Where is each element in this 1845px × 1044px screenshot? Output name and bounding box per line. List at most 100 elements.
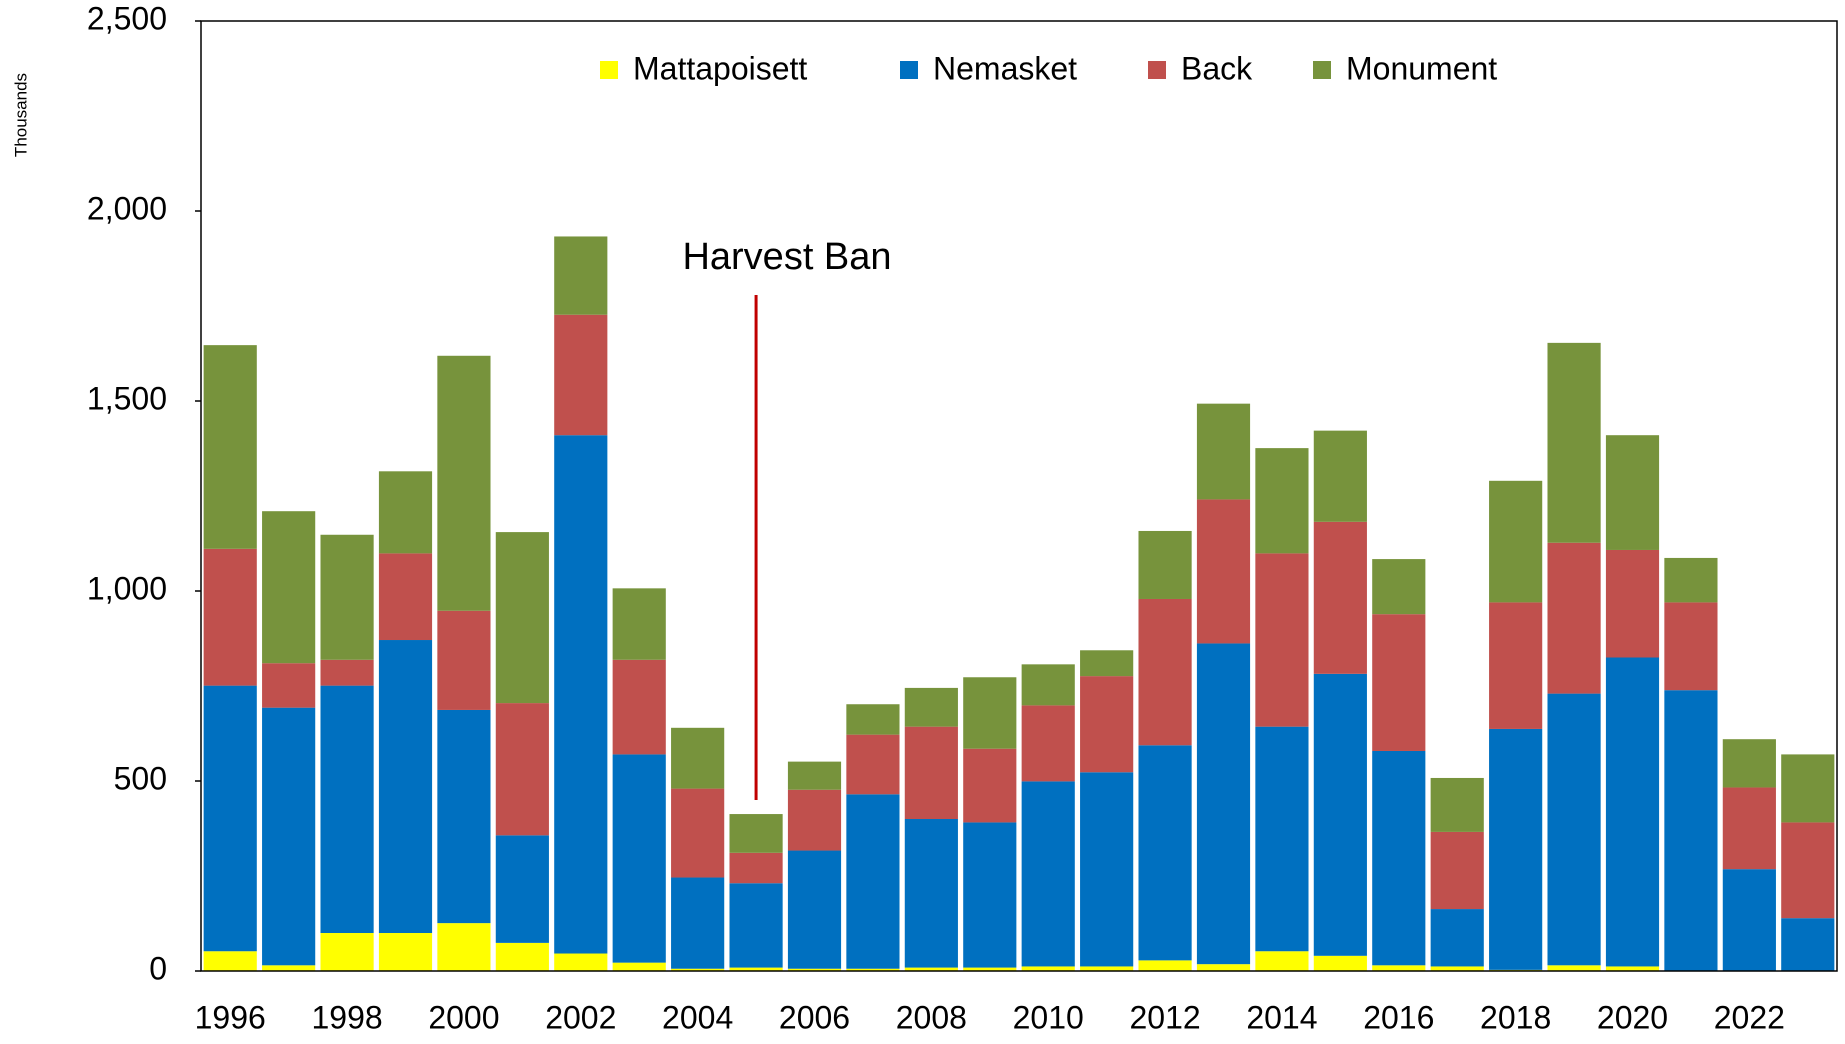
bar-segment [495, 703, 549, 836]
y-tick-label: 0 [149, 950, 167, 986]
bar-segment [1605, 966, 1660, 971]
legend-swatch [1148, 61, 1166, 79]
bar-segment [1489, 602, 1543, 729]
x-tick-label: 2016 [1363, 999, 1434, 1035]
bar-segment [262, 707, 316, 966]
bar-segment [1255, 951, 1309, 971]
x-tick-label: 2020 [1597, 999, 1668, 1035]
bar-segment [1430, 966, 1484, 971]
bar-segment [1781, 822, 1835, 919]
bar-segment [1489, 728, 1543, 970]
bar-segment [262, 663, 316, 708]
bar-segment [1605, 657, 1660, 967]
bar-segment [1722, 739, 1776, 788]
bar-segment [729, 852, 783, 884]
bar-segment [729, 967, 783, 971]
bar-segment [1664, 690, 1718, 971]
legend-swatch [1313, 61, 1331, 79]
x-tick-label: 1996 [195, 999, 266, 1035]
bar-segment [612, 962, 666, 971]
bar-segment [320, 534, 374, 660]
x-tick-label: 1998 [311, 999, 382, 1035]
bar-segment [262, 511, 316, 664]
bar-segment [1138, 745, 1192, 961]
bar-segment [1722, 869, 1776, 971]
plot-frame [200, 20, 1838, 972]
bar-segment [437, 923, 491, 971]
bar-segment [671, 788, 725, 878]
bar-segment [203, 345, 257, 549]
x-tick-label: 2002 [545, 999, 616, 1035]
bar-segment [1080, 650, 1134, 677]
y-tick-label: 2,500 [87, 0, 167, 36]
bar-segment [1489, 480, 1543, 603]
bar-segment [1255, 726, 1309, 952]
bar-segment [203, 685, 257, 952]
legend-label: Nemasket [933, 50, 1077, 86]
legend-label: Back [1181, 50, 1253, 86]
bar-segment [554, 435, 608, 954]
bar-segment [1138, 530, 1192, 599]
bar-segment [495, 532, 549, 704]
bar-segment [846, 794, 900, 969]
bar-segment [1605, 435, 1660, 550]
bar-segment [1255, 553, 1309, 727]
legend-swatch [900, 61, 918, 79]
bar-segment [671, 877, 725, 969]
bar-segment [495, 942, 549, 971]
bar-segment [787, 850, 842, 969]
bar-segment [378, 640, 433, 933]
x-tick-label: 2018 [1480, 999, 1551, 1035]
bar-segment [1372, 559, 1426, 615]
bar-segment [1196, 499, 1251, 644]
bar-segment [1196, 403, 1251, 500]
x-tick-label: 2012 [1129, 999, 1200, 1035]
bar-segment [320, 685, 374, 933]
bar-segment [378, 471, 433, 554]
bar-segment [1080, 772, 1134, 967]
y-tick-label: 1,500 [87, 380, 167, 416]
x-tick-label: 2022 [1714, 999, 1785, 1035]
bar-segment [1430, 909, 1484, 967]
bar-segment [1781, 918, 1835, 971]
bar-segment [1021, 705, 1075, 782]
bar-segment [1664, 602, 1718, 691]
legend-swatch [600, 61, 618, 79]
bar-segment [1021, 966, 1075, 971]
bar-segment [1313, 955, 1367, 971]
bar-segment [203, 951, 257, 971]
bar-segment [846, 968, 900, 971]
bar-segment [1547, 342, 1601, 543]
bar-segment [1781, 754, 1835, 823]
bar-segment [612, 659, 666, 755]
bar-segment [320, 933, 374, 971]
bar-segment [1372, 750, 1426, 966]
bar-segment [1313, 521, 1367, 674]
x-tick-label: 2004 [662, 999, 733, 1035]
bar-segment [612, 588, 666, 660]
bar-segment [378, 553, 433, 641]
bar-segment [1547, 693, 1601, 966]
bar-segment [904, 687, 958, 727]
bar-segment [1430, 777, 1484, 832]
bar-segment [671, 727, 725, 789]
bar-segment [554, 953, 608, 971]
y-axis-label: Thousands [11, 73, 30, 157]
y-tick-label: 2,000 [87, 190, 167, 226]
x-tick-label: 2006 [779, 999, 850, 1035]
bar-segment [787, 789, 842, 851]
bar-segment [554, 314, 608, 436]
bar-segment [437, 709, 491, 924]
bar-segment [904, 726, 958, 819]
bar-segment [1430, 831, 1484, 910]
bar-segment [729, 883, 783, 968]
legend-label: Mattapoisett [633, 50, 807, 86]
bar-segment [203, 548, 257, 686]
x-tick-label: 2014 [1246, 999, 1317, 1035]
bar-segment [787, 968, 842, 971]
bar-segment [1547, 965, 1601, 971]
y-tick-label: 500 [114, 760, 167, 796]
bar-segment [729, 814, 783, 853]
bar-segment [1372, 965, 1426, 971]
